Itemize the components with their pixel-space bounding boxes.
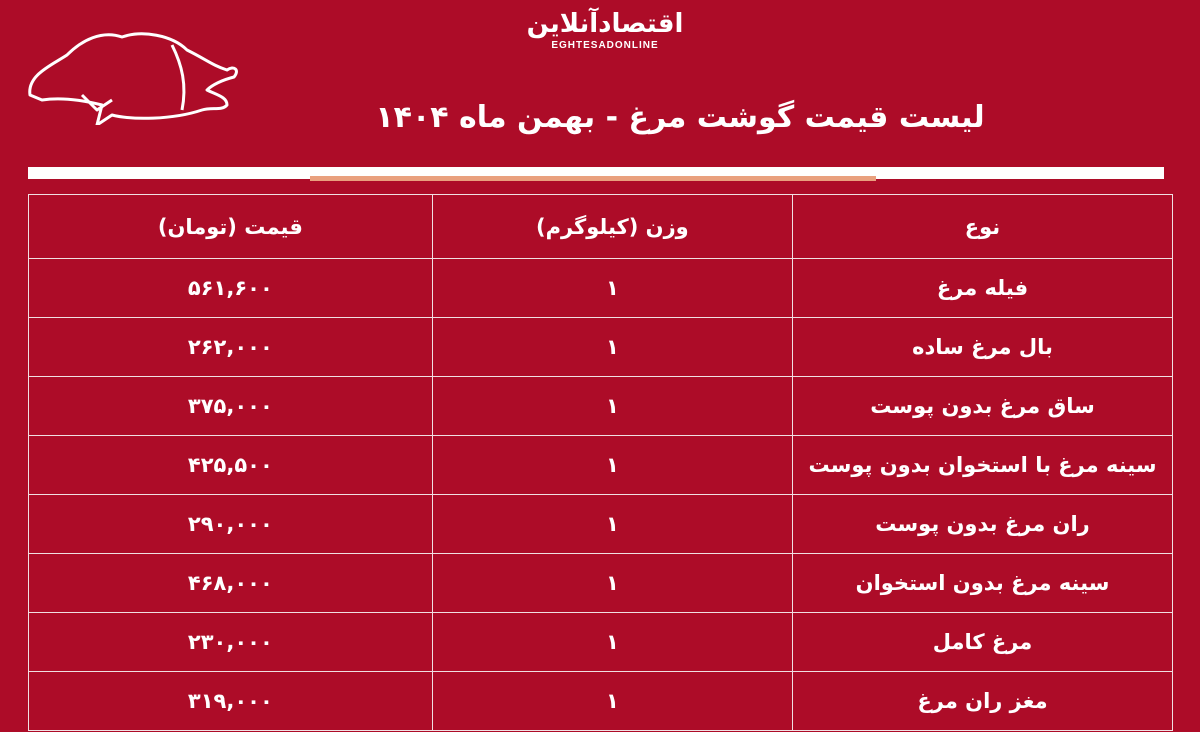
cell-type: مرغ کامل <box>792 612 1173 672</box>
header-weight: وزن (کیلوگرم) <box>431 194 794 259</box>
cell-weight: ۱ <box>431 612 794 672</box>
table-row: سینه مرغ با استخوان بدون پوست ۱ ۴۲۵,۵۰۰ <box>28 435 1173 495</box>
table-row: سینه مرغ بدون استخوان ۱ ۴۶۸,۰۰۰ <box>28 553 1173 613</box>
header-price: قیمت (تومان) <box>28 194 433 259</box>
cell-price: ۳۷۵,۰۰۰ <box>28 376 433 436</box>
price-table: نوع وزن (کیلوگرم) قیمت (تومان) فیله مرغ ۱… <box>28 194 1173 731</box>
cell-type: فیله مرغ <box>792 258 1173 318</box>
cell-price: ۲۳۰,۰۰۰ <box>28 612 433 672</box>
cell-weight: ۱ <box>431 435 794 495</box>
page-title: لیست قیمت گوشت مرغ - بهمن ماه ۱۴۰۴ <box>375 100 985 135</box>
table-row: بال مرغ ساده ۱ ۲۶۲,۰۰۰ <box>28 317 1173 377</box>
table-row: مرغ کامل ۱ ۲۳۰,۰۰۰ <box>28 612 1173 672</box>
cell-type: سینه مرغ بدون استخوان <box>792 553 1173 613</box>
cell-type: بال مرغ ساده <box>792 317 1173 377</box>
cell-weight: ۱ <box>431 376 794 436</box>
logo-text-en: EGHTESADONLINE <box>551 40 659 51</box>
table-row: ساق مرغ بدون پوست ۱ ۳۷۵,۰۰۰ <box>28 376 1173 436</box>
chicken-outline-icon <box>28 32 238 125</box>
cell-weight: ۱ <box>431 671 794 731</box>
cell-price: ۵۶۱,۶۰۰ <box>28 258 433 318</box>
header-type: نوع <box>792 194 1173 259</box>
cell-type: مغز ران مرغ <box>792 671 1173 731</box>
cell-price: ۴۲۵,۵۰۰ <box>28 435 433 495</box>
cell-price: ۴۶۸,۰۰۰ <box>28 553 433 613</box>
table-header-row: نوع وزن (کیلوگرم) قیمت (تومان) <box>28 194 1173 259</box>
cell-type: ران مرغ بدون پوست <box>792 494 1173 554</box>
cell-type: ساق مرغ بدون پوست <box>792 376 1173 436</box>
cell-weight: ۱ <box>431 317 794 377</box>
table-row: مغز ران مرغ ۱ ۳۱۹,۰۰۰ <box>28 671 1173 731</box>
cell-type: سینه مرغ با استخوان بدون پوست <box>792 435 1173 495</box>
table-row: ران مرغ بدون پوست ۱ ۲۹۰,۰۰۰ <box>28 494 1173 554</box>
divider-accent <box>310 176 876 181</box>
cell-price: ۳۱۹,۰۰۰ <box>28 671 433 731</box>
cell-weight: ۱ <box>431 494 794 554</box>
cell-price: ۲۶۲,۰۰۰ <box>28 317 433 377</box>
table-row: فیله مرغ ۱ ۵۶۱,۶۰۰ <box>28 258 1173 318</box>
cell-weight: ۱ <box>431 258 794 318</box>
cell-price: ۲۹۰,۰۰۰ <box>28 494 433 554</box>
brand-logo: اقتصادآنلاین EGHTESADONLINE <box>510 8 700 64</box>
logo-text-fa: اقتصادآنلاین <box>526 9 684 39</box>
cell-weight: ۱ <box>431 553 794 613</box>
